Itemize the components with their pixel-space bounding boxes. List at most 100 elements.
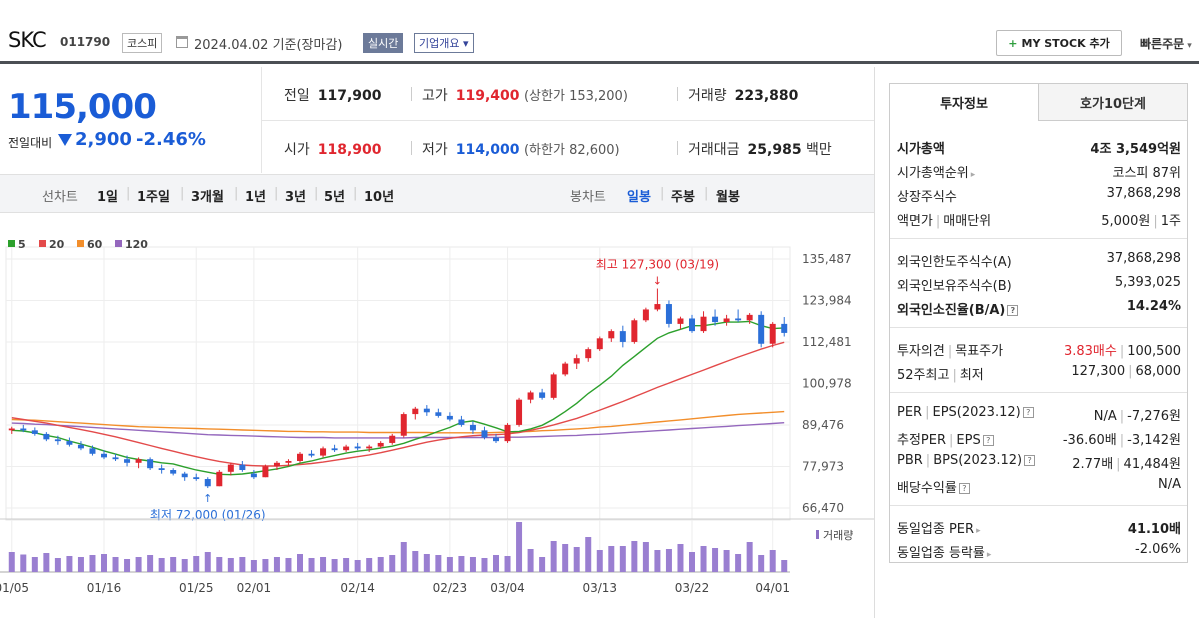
volume-bar: [435, 555, 442, 572]
x-tick-label: 01/25: [179, 581, 214, 595]
volume-bar: [389, 555, 396, 572]
help-icon[interactable]: ?: [1007, 305, 1019, 316]
sector-rate-row: 동일업종 등락률 ▸ -2.06%: [897, 539, 1181, 561]
stock-code: 011790: [60, 35, 111, 49]
volume-bar: [758, 555, 765, 572]
volume-bar: [423, 554, 430, 572]
plus-icon: +: [1008, 36, 1018, 50]
volume-bar: [124, 559, 131, 572]
candle-body: [343, 446, 350, 451]
ma60-line: [11, 410, 785, 434]
candle-daily[interactable]: 일봉: [627, 190, 651, 205]
candle-body: [573, 358, 580, 364]
volume-bar: [458, 556, 465, 572]
candle-weekly[interactable]: 주봉: [671, 190, 695, 205]
sector-per-value: 41.10배: [1127, 522, 1181, 537]
volume-bar: [562, 544, 569, 572]
volume-bar: [746, 542, 753, 572]
help-icon[interactable]: ?: [958, 483, 970, 494]
volume-bar: [677, 544, 684, 572]
dividend-label: 배당수익률?: [897, 477, 970, 496]
stock-header: SKC 011790 코스피 2024.04.02 기준(장마감) 실시간 기업…: [0, 0, 1199, 64]
sector-rate-label[interactable]: 동일업종 등락률 ▸: [897, 546, 992, 561]
volume-bar: [320, 557, 327, 572]
tab-orderbook-10[interactable]: 호가10단계: [1038, 83, 1188, 121]
foreign-ratio-row: 외국인소진율(B/A)? 14.24%: [897, 296, 1181, 318]
min-price-annotation: 최저 72,000 (01/26): [150, 508, 266, 522]
tab-investment-info[interactable]: 투자정보: [889, 83, 1039, 121]
candle-body: [262, 466, 269, 478]
par-label: 액면가 | 매매단위: [897, 214, 992, 229]
period-5y[interactable]: 5년: [324, 190, 346, 205]
period-10y[interactable]: 10년: [364, 190, 395, 205]
period-1d[interactable]: 1일: [97, 190, 119, 205]
volume-bar: [308, 558, 315, 572]
candle-body: [677, 318, 684, 324]
volume-bar: [631, 541, 638, 572]
dividend-value: N/A: [1158, 477, 1181, 492]
volume-bar: [193, 556, 200, 572]
pbr-value: 2.77배 | 41,484원: [1072, 457, 1181, 472]
candle-body: [493, 437, 499, 442]
stock-chart[interactable]: 135,487 123,984 112,481 100,978 89,476 77,973…: [0, 214, 874, 618]
volume-bar: [700, 546, 707, 572]
candle-chart-label: 봉차트: [570, 190, 606, 205]
foreign-hold-row: 외국인보유주식수(B) 5,393,025: [897, 272, 1181, 294]
period-1w[interactable]: 1주일: [137, 190, 170, 205]
volume-bar: [596, 550, 603, 572]
candle-body: [377, 442, 384, 447]
legend-swatch: [77, 240, 84, 247]
period-1y[interactable]: 1년: [245, 190, 267, 205]
period-3m[interactable]: 3개월: [191, 190, 224, 205]
sector-per-label[interactable]: 동일업종 PER ▸: [897, 522, 981, 537]
min-arrow-icon: ↑: [203, 492, 212, 505]
volume-bar: [20, 554, 27, 572]
help-icon[interactable]: ?: [1024, 455, 1036, 466]
y-tick-label: 100,978: [802, 377, 852, 391]
candle-body: [665, 304, 672, 324]
sector-per-row: 동일업종 PER ▸ 41.10배: [897, 515, 1181, 537]
reference-date: 2024.04.02 기준(장마감): [194, 38, 343, 53]
x-tick-label: 03/13: [582, 581, 617, 595]
candle-body: [527, 392, 534, 400]
help-icon[interactable]: ?: [982, 435, 994, 446]
period-3y[interactable]: 3년: [285, 190, 307, 205]
week52-row: 52주최고 | 최저 127,300 | 68,000: [897, 361, 1181, 383]
candle-body: [31, 430, 38, 434]
volume-bar: [481, 558, 488, 572]
x-tick-label: 01/16: [87, 581, 122, 595]
candle-body: [147, 459, 154, 469]
pbr-row: PBR | BPS(2023.12)? 2.77배 | 41,484원: [897, 450, 1181, 472]
legend-label: 60: [87, 238, 103, 251]
volume-bar: [550, 541, 557, 572]
shares-row: 상장주식수 37,868,298: [897, 183, 1181, 205]
add-mystock-button[interactable]: + MY STOCK 추가: [996, 30, 1122, 56]
company-overview-dropdown[interactable]: 기업개요 ▾: [414, 33, 474, 53]
ma120-line: [11, 422, 785, 439]
trade-amount: 거래대금 25,985 백만: [688, 142, 832, 158]
volume-legend-swatch: [816, 530, 819, 539]
volume-bar: [516, 522, 523, 572]
open-price: 시가 118,900: [284, 142, 382, 158]
volume-bar: [642, 542, 649, 572]
volume-bar: [77, 557, 84, 572]
candle-body: [539, 392, 546, 398]
help-icon[interactable]: ?: [1022, 407, 1034, 418]
line-chart-label: 선차트: [42, 190, 78, 205]
candle-body: [112, 457, 119, 460]
max-arrow-icon: ↓: [653, 275, 662, 288]
cap-rank-label[interactable]: 시가총액순위 ▸: [897, 166, 976, 181]
par-row: 액면가 | 매매단위 5,000원 | 1주: [897, 207, 1181, 229]
chart-period-bar: 선차트 1일 | 1주일 | 3개월 | 1년 | 3년 | 5년 | 10년 …: [0, 174, 874, 213]
candle-body: [469, 424, 476, 431]
candle-body: [8, 428, 15, 431]
candle-monthly[interactable]: 월봉: [716, 190, 740, 205]
quick-order-button[interactable]: 빠른주문 ▾: [1140, 37, 1192, 51]
add-mystock-label: MY STOCK 추가: [1021, 37, 1110, 50]
candle-body: [608, 331, 615, 339]
candle-body: [273, 462, 280, 467]
realtime-button[interactable]: 실시간: [363, 33, 404, 53]
foreign-ratio-value: 14.24%: [1126, 299, 1181, 314]
volume-bar: [446, 557, 453, 572]
volume-bar: [504, 556, 511, 572]
